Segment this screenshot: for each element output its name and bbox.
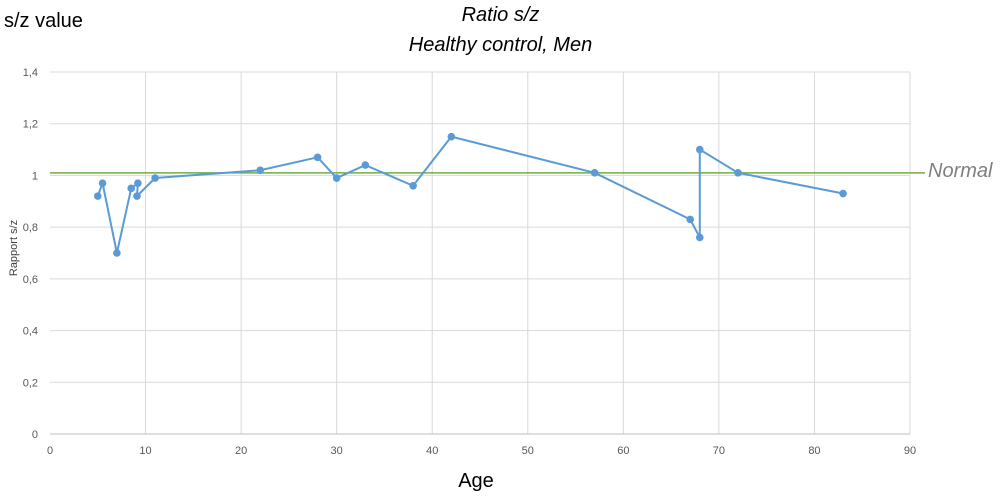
data-point <box>332 174 341 182</box>
x-tick-label: 80 <box>808 445 820 457</box>
data-point <box>361 161 370 169</box>
normal-label: Normal <box>928 160 993 182</box>
y-tick-label: 0 <box>32 429 38 441</box>
data-point <box>93 192 102 200</box>
y-tick-label: 0,4 <box>23 326 38 338</box>
x-tick-label: 20 <box>235 445 247 457</box>
data-point <box>313 153 322 162</box>
data-point <box>113 249 121 257</box>
corner-axis-label: s/z value <box>4 10 83 32</box>
y-tick-label: 1,4 <box>23 67 38 79</box>
x-tick-label: 30 <box>331 445 343 457</box>
x-axis-label: Age <box>458 470 494 492</box>
data-point <box>127 184 136 193</box>
tick-labels: 0 10 20 30 40 50 60 70 80 90 0 0,2 0,4 0,6 0,8 1 1,2 1,4 <box>23 67 916 457</box>
x-tick-label: 90 <box>904 445 916 457</box>
data-point <box>151 174 159 182</box>
y-tick-label: 1 <box>32 170 38 182</box>
grid-lines <box>50 71 911 435</box>
x-tick-label: 50 <box>522 445 534 457</box>
data-point <box>734 169 742 177</box>
data-point <box>134 179 142 187</box>
data-point <box>839 189 847 198</box>
data-point <box>133 192 141 200</box>
series-line <box>96 135 844 254</box>
chart-subtitle: Healthy control, Men <box>408 34 593 56</box>
data-point <box>98 179 107 187</box>
x-tick-label: 70 <box>713 445 725 457</box>
y-tick-label: 1,2 <box>23 119 38 131</box>
x-tick-label: 60 <box>617 445 629 457</box>
series-group <box>93 132 847 257</box>
data-point <box>447 132 456 141</box>
chart-title: Ratio s/z <box>461 4 540 26</box>
data-point <box>409 181 417 190</box>
y-tick-label: 0,2 <box>23 377 38 389</box>
data-point <box>256 166 265 175</box>
data-point <box>695 233 704 242</box>
x-tick-label: 0 <box>47 445 53 457</box>
y-tick-label: 0,6 <box>23 274 38 286</box>
x-tick-label: 10 <box>139 445 151 457</box>
data-point <box>590 169 599 177</box>
x-tick-label: 40 <box>426 445 438 457</box>
data-point <box>695 145 704 154</box>
data-point <box>686 215 695 224</box>
y-tick-label: 0,8 <box>23 222 38 234</box>
